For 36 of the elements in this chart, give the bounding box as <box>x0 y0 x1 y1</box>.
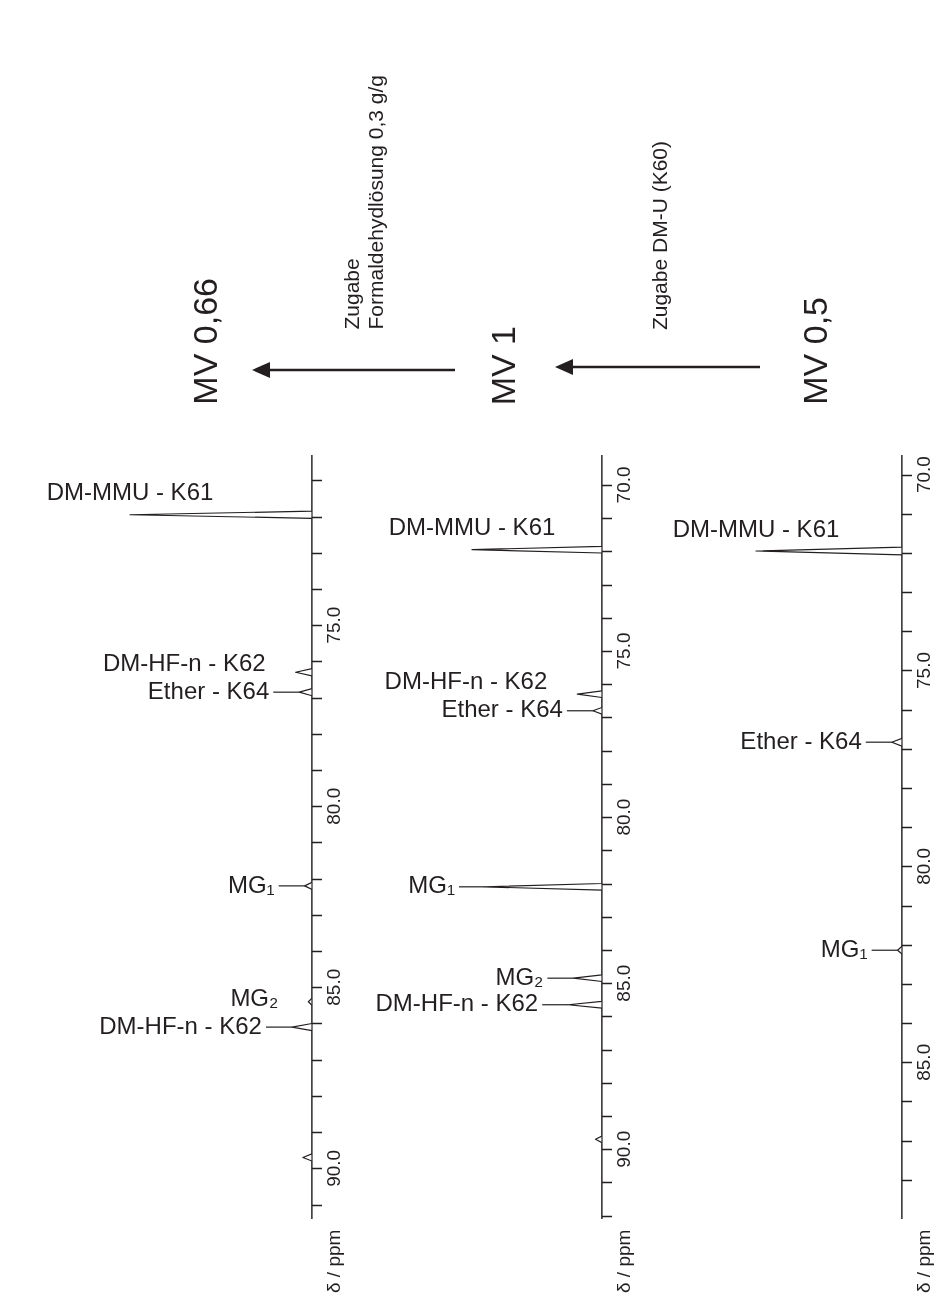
y-tick-label: 85.0 <box>612 964 634 1002</box>
y-axis-title: δ / ppm <box>612 1229 634 1293</box>
y-tick-label: 80.0 <box>322 787 344 825</box>
annotation: Ether - K64 <box>441 695 563 723</box>
chart-title: MV 0,66 <box>185 278 225 405</box>
annotation: Ether - K64 <box>147 676 270 704</box>
annotation: MG₁ <box>408 871 455 899</box>
y-tick-label: 85.0 <box>912 1043 934 1081</box>
annotation: DM-MMU - K61 <box>672 514 840 542</box>
text: Zugabe Formaldehydlösung 0,3 g/g <box>340 75 389 330</box>
text: Zugabe DM-U (K60) <box>648 141 672 331</box>
y-tick-label: 70.0 <box>612 466 634 504</box>
annotation: Ether - K64 <box>740 726 862 754</box>
annotation: MG₂ <box>230 983 279 1011</box>
y-tick-label: 80.0 <box>912 847 934 885</box>
y-axis-title: δ / ppm <box>912 1229 934 1293</box>
y-tick-label: 75.0 <box>612 632 634 670</box>
y-tick-label: 75.0 <box>322 606 344 644</box>
y-tick-label: 80.0 <box>612 798 634 836</box>
annotation: DM-HF-n - K62 <box>384 667 548 695</box>
annotation: DM-HF-n - K62 <box>375 989 539 1017</box>
chart-title: MV 1 <box>483 326 523 406</box>
annotation: DM-MMU - K61 <box>388 513 556 541</box>
y-tick-label: 85.0 <box>322 968 344 1006</box>
annotation: DM-HF-n - K62 <box>99 1011 262 1039</box>
y-tick-label: 90.0 <box>322 1149 344 1187</box>
y-tick-label: 75.0 <box>912 651 934 689</box>
y-axis-title: δ / ppm <box>322 1229 344 1293</box>
annotation: MG₂ <box>495 962 544 990</box>
y-tick-label: 90.0 <box>612 1130 634 1168</box>
y-tick-label: 70.0 <box>912 456 934 494</box>
annotation: MG₁ <box>820 934 868 962</box>
chart-title: MV 0,5 <box>795 297 835 405</box>
annotation: MG₁ <box>227 870 275 898</box>
annotation: DM-MMU - K61 <box>46 478 214 506</box>
annotation: DM-HF-n - K62 <box>102 648 266 676</box>
